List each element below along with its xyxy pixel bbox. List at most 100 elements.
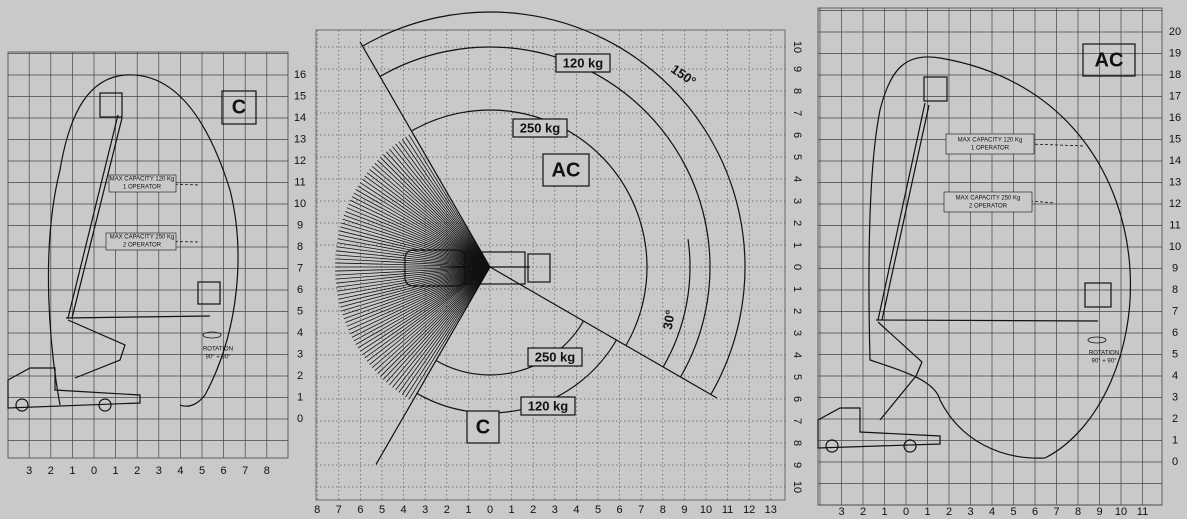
- grid-frame: [817, 7, 1163, 506]
- capacity-label: 1 OPERATOR: [971, 146, 1010, 152]
- y-axis-label: 13: [294, 133, 306, 145]
- y-axis-label: 5: [791, 154, 803, 160]
- fan-line: [349, 199, 491, 268]
- rotation-icon: [202, 331, 222, 339]
- fan-line: [395, 266, 491, 391]
- right-panel: 3 2 1 0 1 2 3 4 5 6 7 8 9 10 1101234567891011121314151…: [817, 7, 1181, 518]
- y-axis-label: 13: [1169, 176, 1181, 188]
- boom: [875, 319, 1099, 322]
- y-axis-label: 8: [297, 241, 303, 253]
- fan-line: [405, 136, 491, 268]
- boom: [881, 104, 930, 321]
- x-axis-label: 11: [722, 504, 733, 516]
- y-axis-label: 8: [791, 88, 803, 94]
- vehicle: [464, 251, 526, 285]
- fan-line: [383, 154, 491, 268]
- x-axis-label: 7: [242, 465, 248, 477]
- range-label: 120 kg: [528, 398, 569, 413]
- y-axis-label: 8: [791, 440, 803, 446]
- y-axis-label: 9: [791, 66, 803, 72]
- arm: [67, 319, 126, 379]
- y-axis-label: 3: [791, 330, 803, 336]
- y-axis-label: 2: [791, 308, 803, 314]
- envelope: [868, 56, 1132, 459]
- fan-line: [335, 250, 491, 268]
- fan-line: [336, 266, 491, 288]
- y-axis-label: 16: [1169, 112, 1181, 124]
- x-axis-label: 3: [26, 465, 32, 477]
- fan-line: [398, 141, 491, 268]
- x-axis-label: 0: [903, 506, 909, 518]
- capacity-label: 2 OPERATOR: [123, 243, 162, 249]
- fan-line: [343, 214, 491, 268]
- x-axis-label: 4: [401, 504, 407, 516]
- fan-line: [385, 151, 491, 268]
- y-axis-label: 2: [1172, 413, 1178, 425]
- fan-line: [346, 266, 491, 327]
- fan-line: [345, 266, 491, 323]
- fan-line: [335, 266, 491, 272]
- x-axis-label: 10: [700, 504, 712, 516]
- y-axis-label: 10: [791, 481, 803, 493]
- angle-label: 150°: [668, 61, 699, 89]
- label-box: [105, 232, 177, 251]
- x-axis-label: 0: [91, 465, 97, 477]
- radial-line: [489, 266, 718, 399]
- rotation-label: ROTATION: [1089, 351, 1119, 357]
- fan-line: [342, 266, 491, 316]
- angle-arc: [662, 239, 691, 368]
- boom: [877, 102, 926, 321]
- y-axis-label: 18: [1169, 69, 1181, 81]
- fan-line: [336, 246, 491, 268]
- x-axis-label: 8: [314, 504, 320, 516]
- range-label: 120 kg: [563, 55, 604, 70]
- y-axis-label: 3: [1172, 391, 1178, 403]
- x-axis-label: 1: [465, 504, 471, 516]
- label-box: [512, 118, 568, 138]
- y-axis-label: 1: [791, 242, 803, 248]
- y-axis-label: 10: [294, 198, 306, 210]
- truck: [7, 367, 141, 409]
- x-axis-label: 4: [989, 506, 995, 518]
- y-axis-label: 3: [791, 198, 803, 204]
- range-label: C: [476, 416, 490, 438]
- capacity-label: 2 OPERATOR: [969, 204, 1008, 210]
- x-axis-label: 6: [617, 504, 623, 516]
- x-axis-label: 3: [552, 504, 558, 516]
- x-axis-label: 6: [357, 504, 363, 516]
- rotation-label: ROTATION: [203, 347, 233, 353]
- y-axis-label: 14: [294, 112, 306, 124]
- fan-line: [359, 266, 491, 352]
- range-label: AC: [552, 159, 581, 181]
- y-axis-label: 19: [1169, 47, 1181, 59]
- fan-line: [398, 266, 491, 393]
- y-axis-label: 4: [1172, 370, 1178, 382]
- rotation-label: 90° + 90°: [1092, 359, 1118, 365]
- fan-line: [371, 166, 491, 268]
- truck: [817, 407, 941, 449]
- y-axis-label: 9: [297, 219, 303, 231]
- fan-line: [351, 266, 491, 338]
- rotation-arc: [362, 11, 746, 395]
- fan-line: [374, 162, 491, 268]
- fan-line: [366, 172, 491, 268]
- boom: [71, 117, 123, 319]
- y-axis-label: 2: [297, 370, 303, 382]
- x-axis-label: 1: [924, 506, 930, 518]
- fan-line: [362, 266, 491, 356]
- x-axis-label: 6: [221, 465, 227, 477]
- wheel: [903, 439, 917, 453]
- fan-line: [353, 192, 491, 268]
- y-axis-label: 15: [1169, 133, 1181, 145]
- fan-line: [392, 266, 491, 388]
- label-box: [108, 174, 177, 193]
- y-axis-label: 7: [791, 110, 803, 116]
- x-axis-label: 2: [530, 504, 536, 516]
- grid-frame: [7, 51, 289, 459]
- y-axis-label: 12: [1169, 198, 1181, 210]
- label-box: [542, 153, 590, 187]
- y-axis-label: 10: [1169, 241, 1181, 253]
- fan-line: [342, 218, 491, 268]
- capacity-label: MAX CAPACITY 120 Kg: [958, 138, 1023, 144]
- angle-label: 30°: [660, 309, 678, 331]
